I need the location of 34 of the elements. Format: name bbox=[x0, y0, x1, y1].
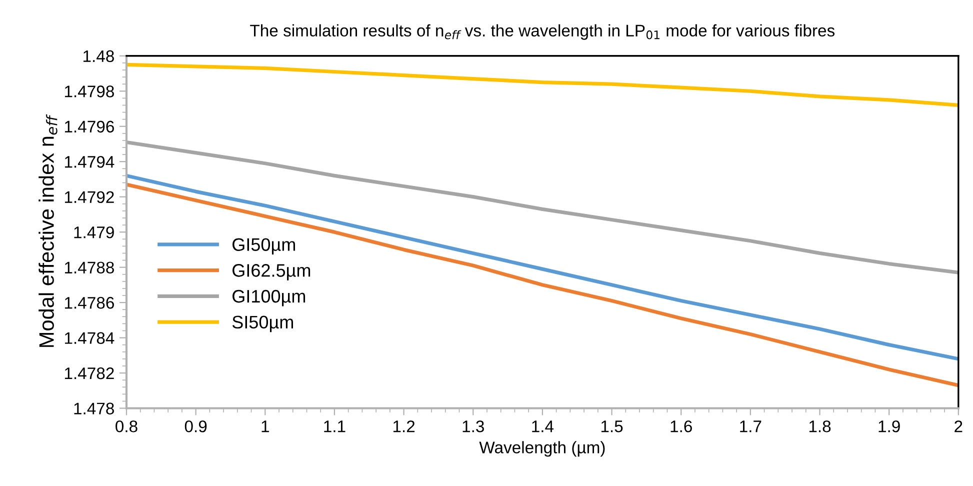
x-axis-title: Wavelength (µm) bbox=[479, 441, 605, 457]
legend-label: GI100µm bbox=[232, 290, 306, 306]
y-tick-label: 1.48 bbox=[84, 50, 114, 62]
y-tick-label: 1.4788 bbox=[64, 262, 114, 274]
y-tick-label: 1.4782 bbox=[64, 367, 114, 380]
y-tick-label: 1.4794 bbox=[64, 156, 114, 168]
line-series bbox=[126, 62, 958, 108]
x-tick-label: 1.2 bbox=[393, 420, 415, 432]
y-tick-label: 1.4786 bbox=[64, 296, 114, 309]
x-tick-label: 0.8 bbox=[116, 420, 138, 432]
x-tick-label: 1.9 bbox=[878, 420, 900, 432]
x-tick-label: 1.5 bbox=[601, 420, 623, 432]
line-series bbox=[126, 174, 958, 361]
y-tick-label: 1.479 bbox=[74, 226, 114, 238]
x-tick-label: 1 bbox=[262, 420, 269, 432]
x-tick-label: 1.4 bbox=[532, 420, 554, 432]
legend-label: GI50µm bbox=[232, 238, 295, 255]
x-tick-label: 1.3 bbox=[462, 420, 484, 432]
x-tick-label: 1.8 bbox=[809, 420, 831, 432]
x-tick-label: 1.7 bbox=[740, 420, 762, 432]
y-axis-title: Modal effective index n$_{eff}$ bbox=[38, 114, 58, 347]
chart-title: The simulation results of n$_{eff}$ vs. the wavelength in LP$_{01}$ mode for various fibres bbox=[250, 24, 835, 40]
x-tick-label: 1.1 bbox=[324, 420, 346, 432]
legend-label: SI50µm bbox=[232, 316, 293, 332]
y-tick-label: 1.478 bbox=[74, 402, 114, 414]
x-tick-label: 1.6 bbox=[670, 420, 692, 432]
line-series bbox=[126, 182, 958, 388]
legend-label: GI62.5µm bbox=[232, 264, 310, 280]
y-tick-label: 1.4784 bbox=[64, 332, 114, 344]
x-tick-label: 0.9 bbox=[184, 420, 207, 432]
y-tick-label: 1.4792 bbox=[64, 191, 114, 204]
y-tick-label: 1.4798 bbox=[64, 86, 114, 98]
y-tick-label: 1.4796 bbox=[64, 120, 114, 133]
x-tick-label: 2 bbox=[954, 420, 962, 432]
